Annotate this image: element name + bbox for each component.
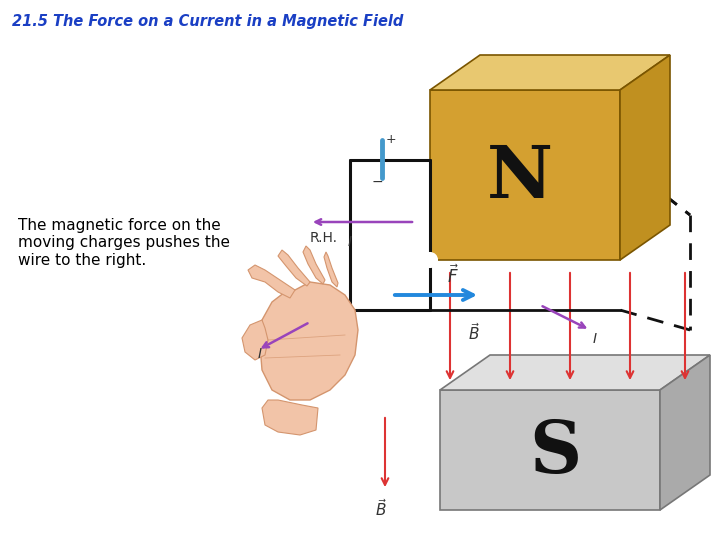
Text: +: + [386, 133, 397, 146]
Polygon shape [440, 355, 710, 390]
Polygon shape [242, 320, 268, 360]
Polygon shape [262, 400, 318, 435]
Text: N: N [487, 143, 553, 213]
Text: $\vec{F}$: $\vec{F}$ [447, 265, 459, 287]
Polygon shape [278, 250, 310, 286]
Polygon shape [303, 246, 325, 284]
Polygon shape [430, 55, 670, 90]
Polygon shape [260, 282, 358, 400]
Text: S: S [529, 416, 581, 488]
Polygon shape [248, 265, 295, 298]
Text: $\vec{B}$: $\vec{B}$ [375, 498, 387, 519]
Text: 21.5 The Force on a Current in a Magnetic Field: 21.5 The Force on a Current in a Magneti… [12, 14, 403, 29]
Text: $\vec{B}$: $\vec{B}$ [468, 322, 480, 343]
Polygon shape [440, 390, 660, 510]
Polygon shape [620, 55, 670, 260]
Text: I: I [258, 347, 262, 361]
Text: R.H.: R.H. [310, 231, 338, 245]
Circle shape [423, 253, 437, 267]
Text: I: I [348, 235, 352, 249]
Polygon shape [324, 252, 338, 287]
Text: I: I [593, 332, 597, 346]
Polygon shape [430, 90, 620, 260]
Text: The magnetic force on the
moving charges pushes the
wire to the right.: The magnetic force on the moving charges… [18, 218, 230, 268]
Polygon shape [660, 355, 710, 510]
Text: −: − [372, 175, 384, 189]
